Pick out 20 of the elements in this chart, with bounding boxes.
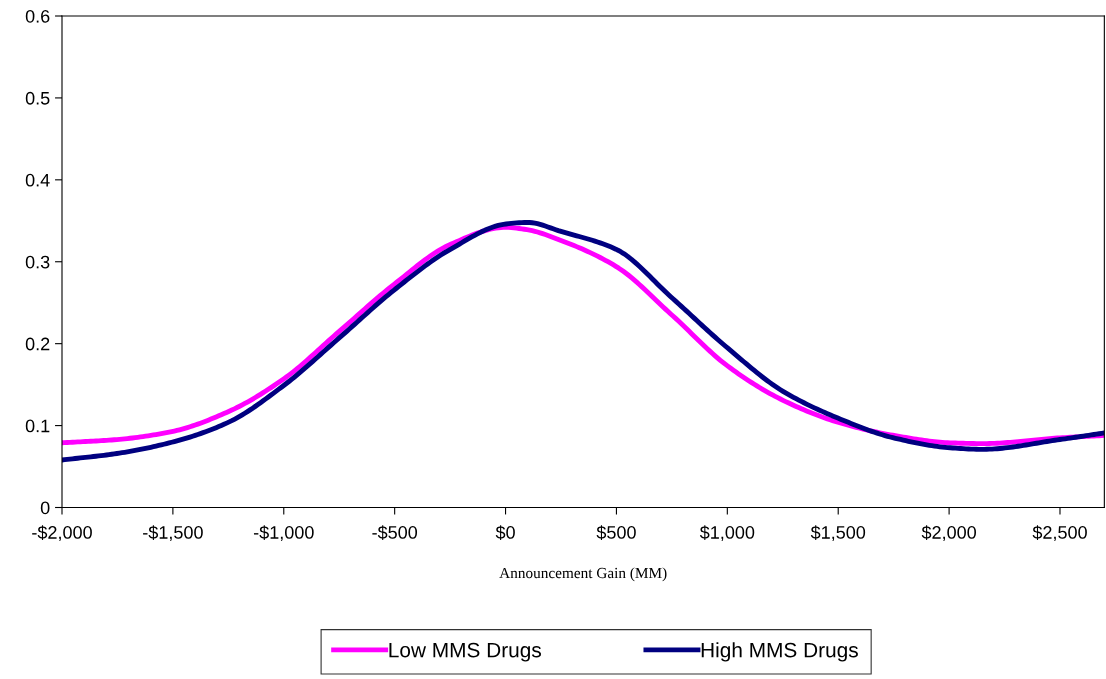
x-tick-label: $500 — [596, 525, 636, 540]
x-tick-label: $2,000 — [921, 525, 977, 541]
x-tick-label: -$1,000 — [253, 525, 314, 541]
y-tick-label: 0 — [40, 501, 50, 515]
legend-label: Low MMS Drugs — [389, 642, 541, 662]
y-tick-label: 0.1 — [25, 419, 50, 433]
y-tick-label: 0.6 — [25, 9, 50, 23]
y-tick-label: 0.5 — [25, 91, 50, 105]
x-tick-label: $0 — [495, 525, 515, 540]
x-tick-label: $1,500 — [810, 525, 866, 541]
y-tick-label: 0.3 — [25, 255, 50, 269]
y-tick-label: 0.2 — [25, 337, 50, 351]
x-tick-label: -$1,500 — [143, 525, 203, 541]
legend-label: High MMS Drugs — [701, 642, 858, 662]
x-axis-title: Announcement Gain (MM) — [499, 567, 667, 582]
x-tick-label: -$2,000 — [32, 525, 92, 541]
x-tick-label: $2,500 — [1032, 525, 1087, 541]
x-tick-label: -$500 — [372, 525, 418, 540]
y-tick-label: 0.4 — [25, 173, 50, 187]
x-tick-label: $1,000 — [699, 525, 755, 541]
